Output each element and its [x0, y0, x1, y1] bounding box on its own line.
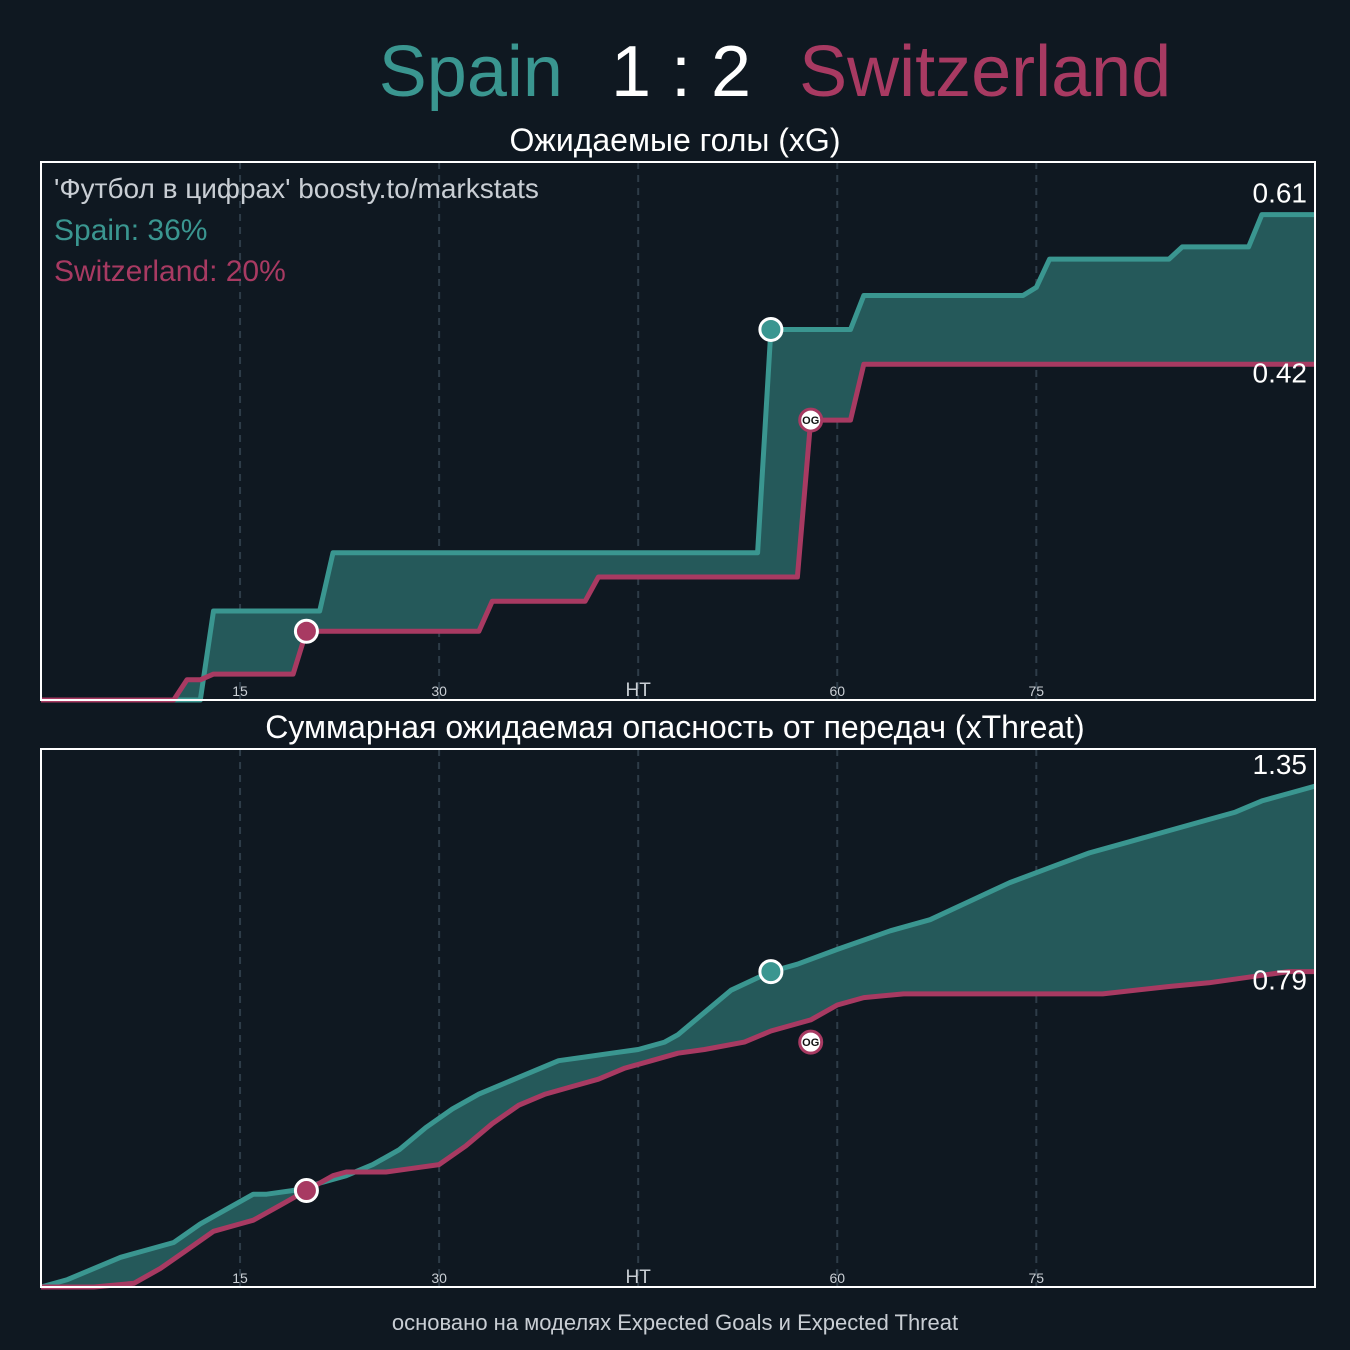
- x-tick-label: 75: [1029, 1270, 1045, 1286]
- xg-gap-area: [41, 214, 1315, 700]
- home-series-line: [40, 783, 1316, 1290]
- home-end-value: 0.61: [1253, 178, 1308, 209]
- score-header: Spain 1 : 2 Switzerland: [379, 32, 1171, 112]
- away-series-line: [41, 361, 1315, 703]
- own-goal-label: OG: [802, 1037, 819, 1049]
- goal-marker: [293, 618, 319, 644]
- plot-frame: [40, 748, 1316, 1288]
- plot-frame: [40, 161, 1316, 701]
- xthreat-chart: 15 30 HT 60 75 OG 1.35 0.79: [40, 748, 1316, 1290]
- away-possession: Switzerland: 20%: [54, 255, 286, 288]
- away-end-value: 0.42: [1253, 357, 1308, 388]
- x-tick-label: HT: [626, 1267, 652, 1288]
- goal-marker: [758, 316, 784, 342]
- x-tick-label: 15: [232, 683, 248, 699]
- home-possession: Spain: 36%: [54, 214, 207, 247]
- x-tick-label: 60: [829, 1270, 845, 1286]
- x-tick-label: 30: [431, 683, 447, 699]
- footer-note: основано на моделях Expected Goals и Exp…: [392, 1310, 958, 1335]
- score: 1 : 2: [611, 32, 751, 112]
- away-end-value: 0.79: [1253, 965, 1308, 996]
- watermark: 'Футбол в цифрах' boosty.to/markstats: [54, 173, 539, 204]
- away-series-line: [41, 969, 1315, 1290]
- away-team-name: Switzerland: [799, 32, 1171, 112]
- x-tick-label: 30: [431, 1270, 447, 1286]
- own-goal-marker: [798, 407, 824, 433]
- x-tick-label: HT: [626, 680, 652, 701]
- xthreat-chart-title: Суммарная ожидаемая опасность от передач…: [265, 709, 1084, 745]
- xg-chart: 15 30 HT 60 75 OG 0.61 0.42: [40, 161, 1316, 703]
- home-series-line: [41, 212, 1315, 703]
- own-goal-marker: [798, 1029, 824, 1055]
- x-tick-label: 60: [829, 683, 845, 699]
- own-goal-label: OG: [802, 415, 819, 427]
- xg-chart-title: Ожидаемые голы (xG): [510, 122, 841, 158]
- x-tick-label: 15: [232, 1270, 248, 1286]
- goal-marker: [293, 1178, 319, 1204]
- x-tick-label: 75: [1029, 683, 1045, 699]
- home-end-value: 1.35: [1253, 749, 1308, 780]
- goal-marker: [758, 959, 784, 985]
- home-team-name: Spain: [379, 32, 563, 112]
